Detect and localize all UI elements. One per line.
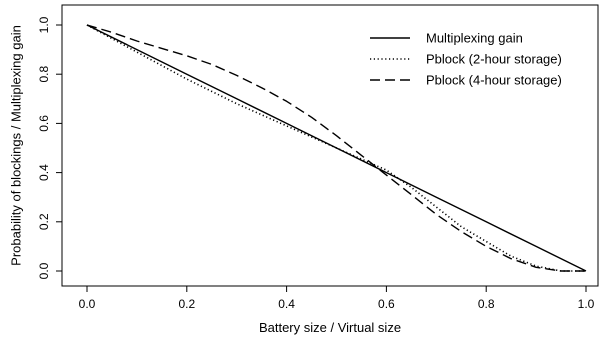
- x-tick-label: 0.0: [79, 297, 96, 311]
- series-line-3: [86, 24, 586, 272]
- y-tick-label: 0.4: [37, 164, 51, 181]
- y-tick-label: 0.2: [37, 213, 51, 230]
- y-tick-label: 0.6: [37, 115, 51, 132]
- x-tick-label: 0.4: [278, 297, 295, 311]
- plot-frame: [61, 4, 599, 287]
- legend-label-1: Multiplexing gain: [426, 31, 523, 46]
- x-axis-title: Battery size / Virtual size: [259, 320, 401, 335]
- y-tick-label: 1.0: [37, 16, 51, 33]
- y-tick-label: 0.0: [37, 262, 51, 279]
- x-tick-label: 1.0: [578, 297, 595, 311]
- series-line-2: [86, 24, 586, 272]
- legend-label-2: Pblock (2-hour storage): [426, 52, 562, 67]
- y-axis-title: Probability of blockings / Multiplexing …: [9, 25, 24, 266]
- y-tick-label: 0.8: [37, 66, 51, 83]
- legend-label-3: Pblock (4-hour storage): [426, 73, 562, 88]
- x-tick-label: 0.8: [478, 297, 495, 311]
- x-tick-label: 0.6: [378, 297, 395, 311]
- x-tick-label: 0.2: [178, 297, 195, 311]
